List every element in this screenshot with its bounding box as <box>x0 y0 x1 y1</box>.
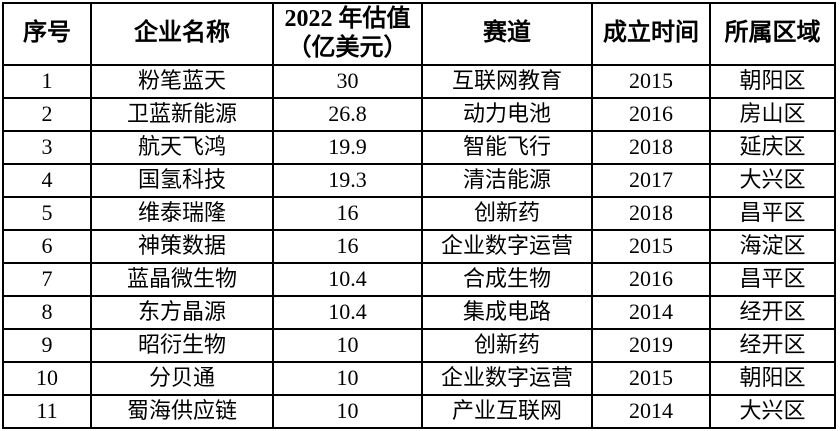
table-row: 8 东方晶源 10.4 集成电路 2014 经开区 <box>2 295 836 330</box>
table-cell-serial: 4 <box>2 163 92 198</box>
table-cell-company: 国氢科技 <box>90 163 274 198</box>
header-cell-region: 所属区域 <box>709 2 836 66</box>
table-cell-founded: 2014 <box>591 295 711 330</box>
table-cell-founded: 2019 <box>591 328 711 363</box>
table-cell-track: 互联网教育 <box>421 64 593 99</box>
table-row: 10 分贝通 10 企业数字运营 2015 朝阳区 <box>2 361 836 396</box>
table-cell-region: 昌平区 <box>709 196 836 231</box>
table-cell-track: 动力电池 <box>421 97 593 132</box>
header-cell-valuation: 2022 年估值 （亿美元） <box>272 2 423 66</box>
table-cell-track: 企业数字运营 <box>421 361 593 396</box>
table-body: 1 粉笔蓝天 30 互联网教育 2015 朝阳区 2 卫蓝新能源 26.8 动力电池 2016 房山区… <box>2 64 836 429</box>
table-cell-founded: 2015 <box>591 64 711 99</box>
table-cell-company: 航天飞鸿 <box>90 130 274 165</box>
table-cell-serial: 9 <box>2 328 92 363</box>
table-cell-company: 东方晶源 <box>90 295 274 330</box>
table-cell-region: 经开区 <box>709 328 836 363</box>
table-cell-track: 清洁能源 <box>421 163 593 198</box>
table-cell-founded: 2015 <box>591 361 711 396</box>
table-cell-region: 大兴区 <box>709 394 836 429</box>
table-cell-valuation: 10.4 <box>272 295 423 330</box>
header-cell-serial: 序号 <box>2 2 92 66</box>
table-cell-company: 蜀海供应链 <box>90 394 274 429</box>
table-cell-serial: 8 <box>2 295 92 330</box>
table-cell-company: 分贝通 <box>90 361 274 396</box>
table-cell-region: 朝阳区 <box>709 64 836 99</box>
table-cell-valuation: 10 <box>272 328 423 363</box>
table-row: 3 航天飞鸿 19.9 智能飞行 2018 延庆区 <box>2 130 836 165</box>
table-header: 序号 企业名称 2022 年估值 （亿美元） 赛道 成立时间 所属区域 <box>2 2 836 66</box>
table-cell-company: 神策数据 <box>90 229 274 264</box>
table-cell-serial: 6 <box>2 229 92 264</box>
table-cell-valuation: 16 <box>272 196 423 231</box>
table-cell-serial: 7 <box>2 262 92 297</box>
table-cell-region: 经开区 <box>709 295 836 330</box>
table-cell-founded: 2016 <box>591 97 711 132</box>
header-cell-company: 企业名称 <box>90 2 274 66</box>
table-cell-serial: 10 <box>2 361 92 396</box>
table-row: 4 国氢科技 19.3 清洁能源 2017 大兴区 <box>2 163 836 198</box>
table-cell-region: 大兴区 <box>709 163 836 198</box>
table-cell-company: 粉笔蓝天 <box>90 64 274 99</box>
table-row: 2 卫蓝新能源 26.8 动力电池 2016 房山区 <box>2 97 836 132</box>
table-cell-company: 卫蓝新能源 <box>90 97 274 132</box>
table-cell-valuation: 19.9 <box>272 130 423 165</box>
table-cell-region: 朝阳区 <box>709 361 836 396</box>
table-cell-founded: 2014 <box>591 394 711 429</box>
table-cell-region: 延庆区 <box>709 130 836 165</box>
table-cell-track: 创新药 <box>421 196 593 231</box>
table-cell-serial: 11 <box>2 394 92 429</box>
table-cell-valuation: 10 <box>272 394 423 429</box>
table-cell-company: 维泰瑞隆 <box>90 196 274 231</box>
table-cell-serial: 5 <box>2 196 92 231</box>
table-row: 7 蓝晶微生物 10.4 合成生物 2016 昌平区 <box>2 262 836 297</box>
table-cell-track: 合成生物 <box>421 262 593 297</box>
table-cell-company: 蓝晶微生物 <box>90 262 274 297</box>
table-cell-serial: 1 <box>2 64 92 99</box>
table-cell-region: 房山区 <box>709 97 836 132</box>
table-row: 6 神策数据 16 企业数字运营 2015 海淀区 <box>2 229 836 264</box>
table-row: 5 维泰瑞隆 16 创新药 2018 昌平区 <box>2 196 836 231</box>
table-row: 1 粉笔蓝天 30 互联网教育 2015 朝阳区 <box>2 64 836 99</box>
table-cell-serial: 3 <box>2 130 92 165</box>
table-cell-track: 集成电路 <box>421 295 593 330</box>
table-cell-founded: 2018 <box>591 196 711 231</box>
table-cell-valuation: 10.4 <box>272 262 423 297</box>
table-cell-founded: 2015 <box>591 229 711 264</box>
table-cell-founded: 2017 <box>591 163 711 198</box>
table-cell-track: 智能飞行 <box>421 130 593 165</box>
table-cell-valuation: 19.3 <box>272 163 423 198</box>
table-cell-region: 昌平区 <box>709 262 836 297</box>
header-cell-track: 赛道 <box>421 2 593 66</box>
table-cell-valuation: 10 <box>272 361 423 396</box>
table-cell-valuation: 26.8 <box>272 97 423 132</box>
table-cell-valuation: 30 <box>272 64 423 99</box>
table-cell-company: 昭衍生物 <box>90 328 274 363</box>
header-cell-founded: 成立时间 <box>591 2 711 66</box>
table-row: 9 昭衍生物 10 创新药 2019 经开区 <box>2 328 836 363</box>
table-cell-region: 海淀区 <box>709 229 836 264</box>
table-cell-track: 企业数字运营 <box>421 229 593 264</box>
table-cell-founded: 2016 <box>591 262 711 297</box>
table-row: 11 蜀海供应链 10 产业互联网 2014 大兴区 <box>2 394 836 429</box>
header-row: 序号 企业名称 2022 年估值 （亿美元） 赛道 成立时间 所属区域 <box>2 2 836 66</box>
table-cell-serial: 2 <box>2 97 92 132</box>
table-cell-track: 创新药 <box>421 328 593 363</box>
table-cell-valuation: 16 <box>272 229 423 264</box>
table-cell-founded: 2018 <box>591 130 711 165</box>
table-cell-track: 产业互联网 <box>421 394 593 429</box>
